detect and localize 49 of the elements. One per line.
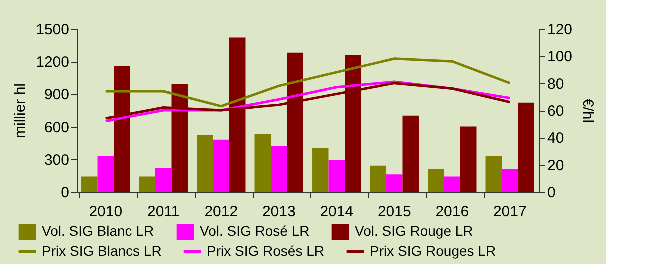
x-tick-label: 2011 [147,204,180,220]
x-tick-label: 2014 [320,204,354,220]
x-tick-label: 2015 [378,204,412,220]
bar [328,160,345,192]
x-tick-label: 2012 [204,204,238,220]
y-tick-label: 300 [44,152,70,169]
bar [139,176,156,192]
legend-label: Prix SIG Rouges LR [370,243,496,259]
y-tick-label: 0 [61,184,70,202]
bar [254,134,272,192]
legend-label: Vol. SIG Rouge LR [355,223,474,239]
bar [518,102,534,192]
y2-tick-label: 40 [548,130,564,148]
y-tick-label: 900 [44,86,70,104]
bar [213,140,230,192]
y2-tick-label: 80 [548,76,564,93]
line-series [104,58,512,108]
x-tick-label: 2010 [89,204,123,220]
legend-label: Vol. SIG Blanc LR [42,223,154,239]
bar [502,169,518,192]
bar [486,156,502,192]
y2-tick-label: 100 [548,48,573,66]
bar [428,169,444,192]
bar [402,116,419,192]
bar [444,176,460,192]
bar [370,166,387,192]
x-tick-label: 2013 [262,204,296,220]
bar [98,156,114,192]
y2-tick-label: 0 [548,184,556,202]
bar [312,148,329,192]
bar [197,135,214,192]
legend-label: Prix SIG Blancs LR [42,243,162,259]
y2-tick-label: 20 [548,157,564,174]
x-tick-label: 2017 [493,204,527,220]
y-tick-label: 1500 [36,22,70,38]
y2-tick-label: 120 [548,22,573,38]
bar [271,146,288,192]
y2-tick-label: 60 [548,103,564,120]
bar [386,174,403,192]
bar [156,168,172,192]
bar [460,126,477,192]
y2-axis-title: €/hl [580,98,597,124]
x-tick-label: 2016 [436,204,470,220]
legend-label: Prix SIG Rosés LR [207,243,324,259]
y-tick-label: 600 [44,119,70,136]
legend-label: Vol. SIG Rosé LR [200,223,310,239]
y-tick-label: 1200 [36,54,70,72]
bar [82,176,98,192]
y-axis-title: millier hl [12,83,30,139]
